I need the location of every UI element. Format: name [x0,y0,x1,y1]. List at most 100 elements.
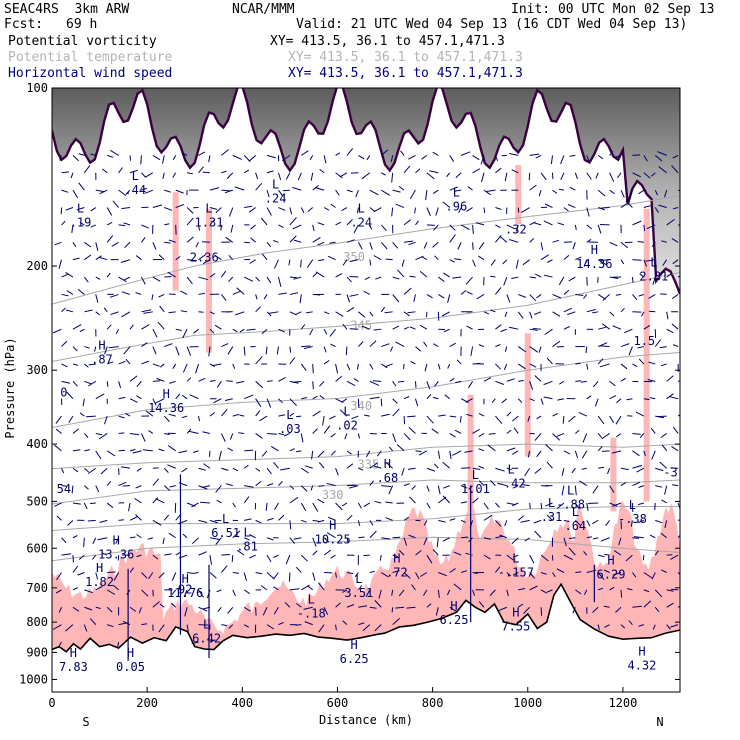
wind-vector [228,207,234,217]
wind-vector [442,495,451,504]
wind-vector [433,224,439,231]
wind-vector [655,485,663,488]
wind-vector [186,377,192,382]
wind-vector [86,415,96,418]
wind-vector [141,237,146,243]
wind-vector [559,380,565,385]
wind-vector [300,485,308,492]
wind-vector [449,155,455,162]
wind-vector [426,554,433,564]
wind-vector [255,433,263,439]
wind-vectors [52,148,680,661]
wind-vector [649,397,656,400]
pv-streak [524,333,531,457]
wind-vector [234,186,245,191]
wind-vector [403,416,406,425]
wind-vector [79,221,85,226]
wind-vector [292,224,302,230]
wind-vector [409,496,416,504]
wind-vector [592,311,599,314]
wind-vector [181,394,188,400]
extreme-marker: H14.36 [148,387,184,415]
wind-vector [604,553,610,556]
wind-vector [181,467,188,473]
init-time: Init: 00 UTC Mon 02 Sep 13 [511,2,715,17]
wind-vector [543,380,553,386]
wind-vector [65,207,74,211]
wind-vector [99,519,108,523]
wind-vector [677,605,680,608]
wind-vector [342,620,348,626]
wind-vector [301,345,311,348]
wind-vector [651,242,656,248]
wind-vector [435,207,439,216]
wind-vector [658,204,667,209]
wind-vector [517,346,527,353]
wind-vector [152,601,160,608]
wind-vector [79,412,85,417]
organization: NCAR/MMM [232,2,295,17]
wind-vector [543,396,553,400]
wind-vector [83,165,91,174]
wind-vector [152,497,159,504]
extreme-value-label: .31 [541,510,563,524]
wind-vector [424,363,428,372]
wind-vector [443,485,450,489]
wind-vector [614,154,622,159]
wind-vector [438,294,445,299]
extreme-value-label: 1.01 [461,482,490,496]
wind-vector [349,276,359,278]
wind-vector [392,408,400,417]
theta-contour [52,443,680,470]
wind-vector [255,519,262,524]
wind-vector [472,467,481,470]
wind-vector [426,394,432,400]
wind-vector [118,396,126,400]
wind-vector [540,607,543,616]
wind-vector [540,398,544,405]
extreme-marker: L.02 [336,405,358,433]
wind-vector [255,467,261,472]
wind-vector [346,148,354,156]
wind-vector [486,189,496,192]
wind-vector [330,554,336,559]
wind-vector [301,150,309,156]
wind-vector [123,346,131,355]
wind-vector [369,380,380,386]
wind-vector [358,605,368,608]
wind-vector [304,621,313,626]
wind-vector [490,275,496,278]
wind-vector [661,569,667,573]
wind-vector [122,620,131,626]
wind-vector [107,571,116,574]
wind-vector [261,328,268,335]
wind-vector [609,485,615,493]
wind-vector [61,380,71,384]
extreme-marker: 0 [60,386,67,400]
wind-vector [296,415,302,418]
wind-vector [260,217,268,226]
x-tick-label: 200 [136,696,158,710]
wind-vector [409,326,416,330]
wind-vector [72,242,77,248]
wind-vector [326,532,336,539]
wind-vector [504,346,508,352]
extreme-value-label: 6.42 [192,632,221,646]
wind-vector [472,224,474,234]
wind-vector [409,275,416,278]
wind-vector [112,200,119,208]
wind-vector [110,311,119,315]
wind-vector [529,238,535,243]
wind-vector [164,223,170,226]
wind-vector [384,311,393,314]
wind-vector [666,624,671,630]
wind-vector [615,293,622,296]
wind-vector [106,324,112,330]
wind-vector [278,432,285,436]
wind-vector [280,467,290,471]
wind-vector [54,444,62,452]
wind-vector [380,306,386,313]
wind-vector [434,463,439,469]
wind-vector [363,290,371,295]
wind-vector [292,187,302,191]
